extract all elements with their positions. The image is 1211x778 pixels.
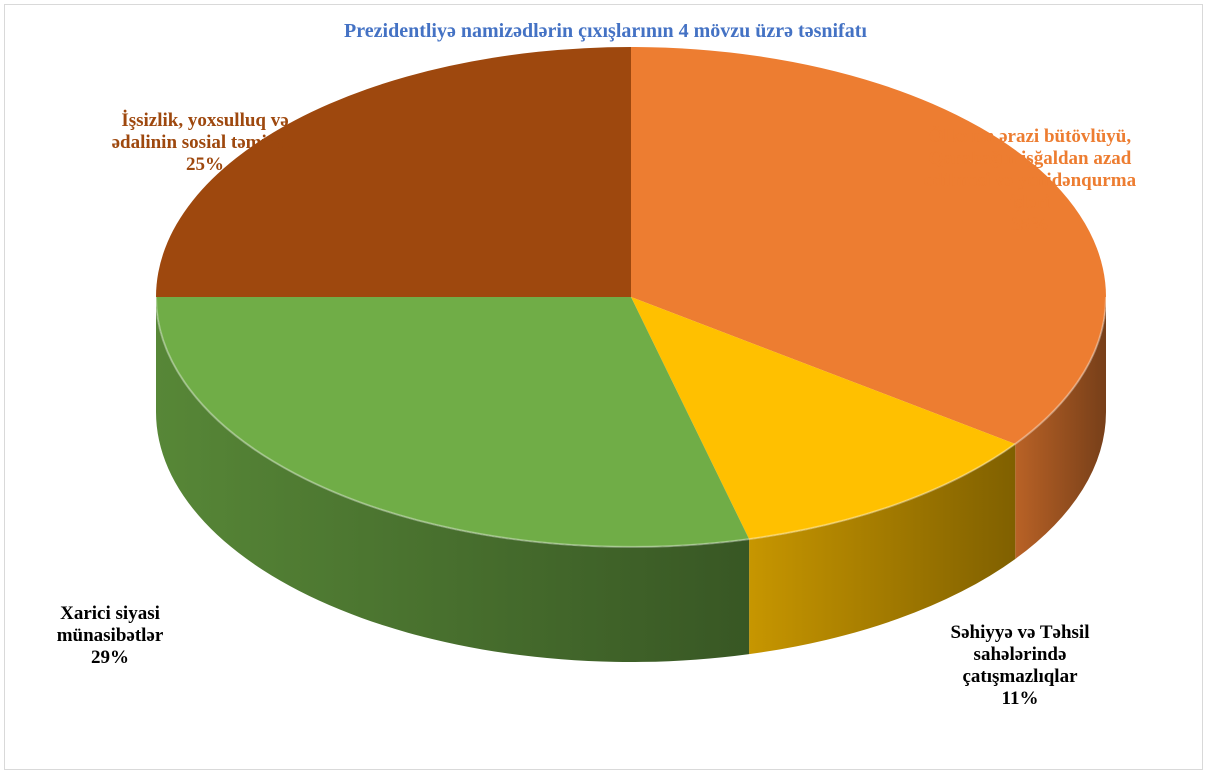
slice-label-line: Qarabağın işğaldan azad: [928, 148, 1132, 169]
slice-label-line: Səhiyyə və Təhsil: [950, 622, 1090, 643]
pie-slice: [631, 47, 1106, 444]
slice-label-line: sahələrində: [973, 644, 1067, 665]
slice-label-territorial-integrity: Ölkənin ərazi bütövlüyü, Qarabağın işğal…: [870, 126, 1190, 236]
slice-label-line: Ölkənin ərazi bütövlüyü,: [928, 126, 1132, 147]
slice-label-line: edilməsi və yenidənqurma: [923, 170, 1137, 191]
slice-percent: 35%: [1011, 214, 1049, 235]
pie-slice: [156, 297, 750, 547]
slice-label-line: Xarici siyasi: [60, 603, 160, 624]
pie-slice-side: [156, 297, 750, 662]
pie-side-walls: [156, 297, 1106, 662]
slice-label-line: ədalinin sosial təminatı: [111, 132, 299, 153]
pie-top-faces: [156, 47, 1106, 547]
slice-percent: 29%: [91, 647, 129, 668]
pie-slice-side: [749, 443, 1016, 655]
slice-label-health-education: Səhiyyə və Təhsil sahələrində çatışmazlı…: [890, 622, 1150, 710]
slice-percent: 11%: [1001, 688, 1039, 709]
slice-label-line: çatışmazlıqlar: [962, 666, 1078, 687]
pie-slice: [631, 297, 1016, 540]
pie-rim-highlight: [155, 296, 1107, 548]
slice-percent: 25%: [186, 154, 224, 175]
slice-label-unemployment: İşsizlik, yoxsulluq və ədalinin sosial t…: [70, 110, 340, 176]
slice-label-line: İşsizlik, yoxsulluq və: [121, 110, 289, 131]
chart-title: Prezidentliyə namizədlərin çıxışlarının …: [344, 20, 867, 42]
pie-slice: [156, 47, 631, 297]
slice-label-line: münasibətlər: [56, 625, 164, 646]
pie-slice-side: [1015, 297, 1106, 559]
slice-label-foreign-policy: Xarici siyasi münasibətlər 29%: [20, 603, 200, 669]
slice-label-line: işləri: [1009, 192, 1051, 213]
